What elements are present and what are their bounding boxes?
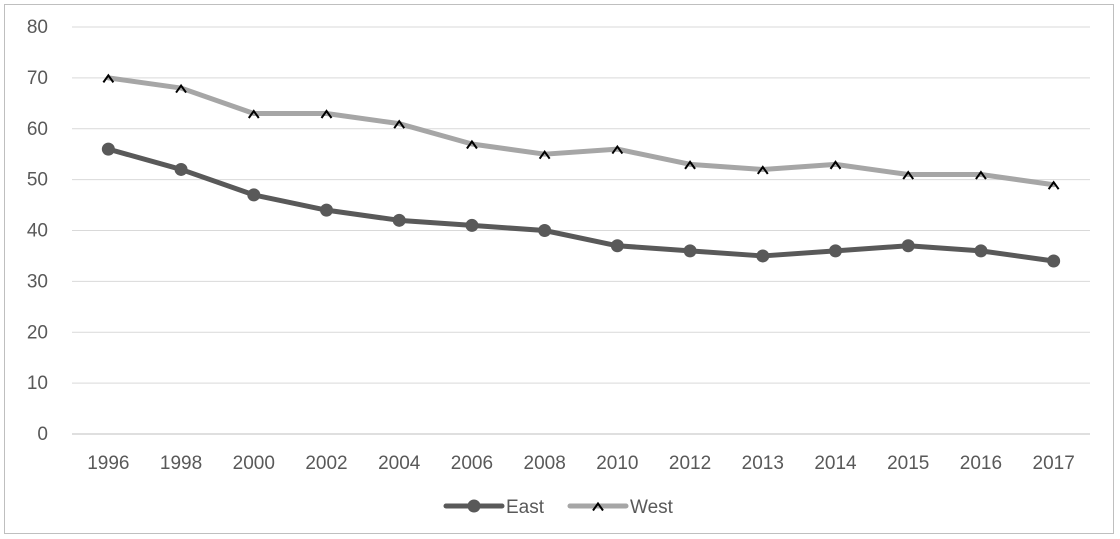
x-tick-label: 1998 <box>160 453 202 474</box>
y-tick-label: 70 <box>27 68 48 89</box>
data-point-east <box>320 203 333 217</box>
data-point-east <box>392 213 406 227</box>
y-tick-label: 80 <box>27 17 48 38</box>
x-tick-label: 2012 <box>669 453 711 474</box>
legend-marker-circle <box>467 499 481 513</box>
x-tick-label: 2004 <box>378 453 421 474</box>
x-tick-label: 2014 <box>814 453 857 474</box>
data-point-west <box>538 149 551 160</box>
data-point-west <box>320 109 333 119</box>
data-point-west <box>829 160 842 170</box>
y-tick-label: 40 <box>27 221 48 242</box>
y-tick-label: 60 <box>27 119 48 140</box>
data-point-west <box>611 144 624 155</box>
data-point-west <box>466 139 478 150</box>
data-point-east <box>829 244 842 258</box>
x-tick-label: 2006 <box>451 453 493 474</box>
x-tick-label: 2010 <box>596 453 638 474</box>
data-point-east <box>247 188 261 202</box>
x-tick-label: 2015 <box>887 453 929 474</box>
data-point-west <box>247 109 260 119</box>
data-point-east <box>1047 254 1061 268</box>
y-axis-ticks: 0 10 20 30 40 50 60 70 80 <box>27 17 48 445</box>
data-point-west <box>684 160 696 170</box>
data-point-west <box>102 73 115 83</box>
gridlines <box>72 26 1090 435</box>
data-point-east <box>756 249 770 263</box>
data-point-east <box>101 142 115 156</box>
data-point-east <box>174 162 188 176</box>
legend-label: West <box>630 497 674 518</box>
legend-item-east: East <box>443 497 545 518</box>
data-point-east <box>974 244 988 258</box>
series-layer <box>101 73 1061 268</box>
x-tick-label: 2013 <box>742 453 784 474</box>
data-point-east <box>538 224 552 237</box>
legend-label: East <box>506 497 545 518</box>
x-tick-label: 2017 <box>1033 453 1075 474</box>
data-point-west <box>175 83 187 94</box>
x-tick-label: 2008 <box>524 453 566 474</box>
series-east <box>101 142 1061 268</box>
y-tick-label: 50 <box>27 170 48 191</box>
y-tick-label: 10 <box>27 373 48 394</box>
x-tick-label: 2016 <box>960 453 1002 474</box>
y-tick-label: 30 <box>27 271 48 292</box>
data-point-west <box>975 170 987 180</box>
legend: East West <box>443 497 674 518</box>
legend-marker-caret <box>592 501 604 512</box>
data-point-east <box>901 239 915 253</box>
series-line-east <box>105 146 1057 264</box>
x-tick-label: 1996 <box>87 453 129 474</box>
data-point-west <box>1047 180 1060 190</box>
x-tick-label: 2002 <box>305 453 347 474</box>
data-point-east <box>610 239 624 253</box>
data-point-west <box>393 119 406 129</box>
series-west <box>102 73 1060 190</box>
legend-item-west: West <box>567 497 674 518</box>
y-tick-label: 0 <box>37 424 48 445</box>
x-axis-ticks: 1996 1998 2000 2002 2004 2006 2008 2010 2012 2013… <box>87 453 1075 474</box>
data-point-west <box>756 165 769 175</box>
data-point-west <box>902 170 915 180</box>
y-tick-label: 20 <box>27 322 48 343</box>
data-point-east <box>683 244 697 258</box>
series-line-west <box>105 75 1057 188</box>
x-tick-label: 2000 <box>233 453 275 474</box>
data-point-east <box>465 218 479 232</box>
